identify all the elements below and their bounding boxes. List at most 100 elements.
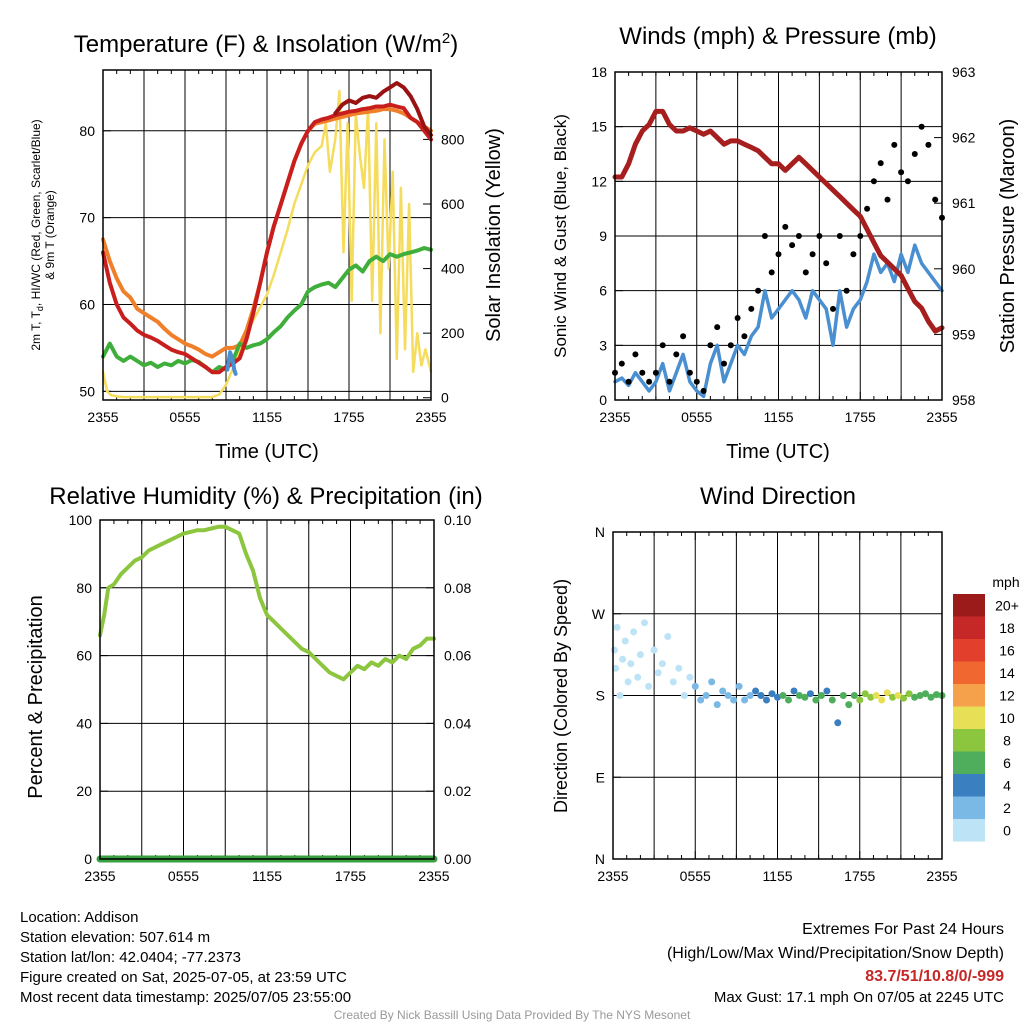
direction-point — [867, 693, 875, 701]
gust-point — [721, 360, 727, 367]
direction-point — [834, 719, 842, 727]
gust-point — [795, 233, 802, 239]
direction-point — [719, 687, 727, 695]
x-tick-label: 1755 — [844, 868, 875, 884]
panel-winds-series — [612, 108, 945, 399]
direction-point — [746, 692, 754, 699]
y-right-tick-label: 0.04 — [444, 715, 471, 731]
x-tick-label: 2355 — [599, 409, 630, 425]
x-tick-label: 2355 — [84, 868, 115, 884]
footer-created: Figure created on Sat, 2025-07-05, at 23… — [20, 969, 347, 986]
gust-point — [836, 233, 843, 239]
gust-point — [700, 387, 707, 394]
direction-point — [616, 692, 624, 699]
legend-swatch — [953, 706, 985, 729]
legend-swatch — [953, 819, 985, 842]
gust-point — [748, 305, 755, 312]
footer-latlon: Station lat/lon: 42.0404; -77.2373 — [20, 949, 241, 966]
max-gust: Max Gust: 17.1 mph On 07/05 at 2245 UTC — [714, 989, 1004, 1006]
panel-temperature: Temperature (F) & Insolation (W/m2) 2355… — [29, 30, 505, 463]
gust-point — [775, 251, 782, 258]
panel-wind-direction: Wind Direction 2355 0555 1155 1755 2355 N E S W… — [551, 483, 1020, 884]
x-tick-label: 2355 — [597, 868, 628, 884]
panel-wind-direction-points — [610, 619, 946, 727]
extremes-values: 83.7/51/10.8/0/-999 — [865, 968, 1004, 985]
y-right-tick-label: 963 — [952, 64, 976, 80]
footer-elevation: Station elevation: 507.614 m — [20, 929, 210, 946]
direction-point — [664, 633, 672, 640]
footer-recent: Most recent data timestamp: 2025/07/05 2… — [20, 989, 351, 1006]
panel-humidity: Relative Humidity (%) & Precipitation (i… — [25, 483, 483, 884]
panel-humidity-yticks-left: 0 20 40 60 80 100 — [69, 512, 93, 867]
series-scarlet-blue — [225, 350, 238, 376]
direction-point — [911, 693, 919, 701]
direction-point — [735, 682, 743, 690]
panel-temperature-ylabel-left-2: & 9m T (Orange) — [43, 190, 57, 280]
direction-point — [922, 690, 929, 698]
panel-winds-ylabel-right: Station Pressure (Maroon) — [997, 119, 1019, 354]
direction-point — [823, 687, 831, 695]
x-tick-label: 2355 — [926, 868, 957, 884]
direction-point — [757, 692, 765, 699]
gust-point — [802, 269, 809, 276]
y-tick-label: 60 — [79, 296, 95, 312]
legend-swatch — [953, 594, 985, 617]
gust-point — [904, 178, 911, 185]
direction-point — [741, 696, 749, 704]
series-station-pressure — [612, 108, 945, 334]
direction-point — [724, 692, 732, 699]
legend-label: 0 — [1003, 822, 1011, 838]
legend-label: 20+ — [995, 597, 1019, 613]
legend-swatch — [953, 751, 985, 774]
x-tick-label: 2355 — [415, 409, 446, 425]
y-tick-label: 6 — [599, 283, 607, 299]
direction-point — [806, 690, 814, 698]
direction-point — [658, 660, 666, 668]
panel-wind-direction-title: Wind Direction — [700, 483, 856, 510]
direction-point — [613, 623, 621, 631]
gust-point — [707, 342, 714, 349]
y-tick-label: 0 — [599, 392, 607, 408]
extremes-title: Extremes For Past 24 Hours — [802, 921, 1004, 938]
direction-point — [708, 678, 716, 686]
gust-point — [789, 242, 796, 249]
x-tick-label: 1155 — [762, 868, 792, 884]
credit-line: Created By Nick Bassill Using Data Provi… — [334, 1008, 691, 1022]
legend-label: 6 — [1003, 755, 1011, 771]
y-right-tick-label: 961 — [952, 195, 976, 211]
legend-swatch — [953, 796, 985, 819]
panel-humidity-xticks: 2355 0555 1155 1755 2355 — [84, 868, 449, 884]
gust-point — [816, 233, 823, 239]
direction-point — [669, 678, 677, 686]
gust-point — [932, 196, 939, 203]
gust-point — [625, 378, 632, 385]
gust-point — [884, 196, 891, 203]
legend-swatch — [953, 616, 985, 639]
gust-point — [686, 369, 693, 376]
panel-winds-ylabel-left: Sonic Wind & Gust (Blue, Black) — [551, 114, 570, 358]
x-tick-label: 2355 — [418, 868, 449, 884]
legend-swatch — [953, 639, 985, 662]
panel-temperature-yticks-left: 50 60 70 80 — [79, 123, 95, 400]
y-tick-label: 100 — [69, 512, 93, 528]
gust-point — [755, 287, 762, 294]
gust-point — [666, 378, 673, 385]
speed-legend-unit: mph — [992, 574, 1019, 590]
x-tick-label: 1755 — [335, 868, 366, 884]
y-right-tick-label: 0.08 — [444, 580, 471, 596]
panel-winds: Winds (mph) & Pressure (mb) 2355 0555 1155… — [551, 23, 1019, 463]
y-right-tick-label: 959 — [952, 326, 976, 342]
gust-point — [857, 233, 864, 239]
series-2m-t — [101, 102, 433, 375]
legend-swatch — [953, 729, 985, 752]
y-right-tick-label: 0 — [441, 390, 449, 406]
footer: Location: Addison Station elevation: 507… — [20, 909, 1004, 1022]
panel-wind-direction-yticks: N E S W N — [592, 524, 606, 867]
panel-temperature-series — [101, 81, 433, 399]
y-tick-label: S — [596, 688, 605, 704]
direction-point — [645, 682, 653, 690]
y-right-tick-label: 400 — [441, 261, 465, 277]
series-t-d — [101, 246, 433, 375]
panel-winds-title: Winds (mph) & Pressure (mb) — [619, 23, 936, 50]
direction-point — [630, 628, 638, 636]
